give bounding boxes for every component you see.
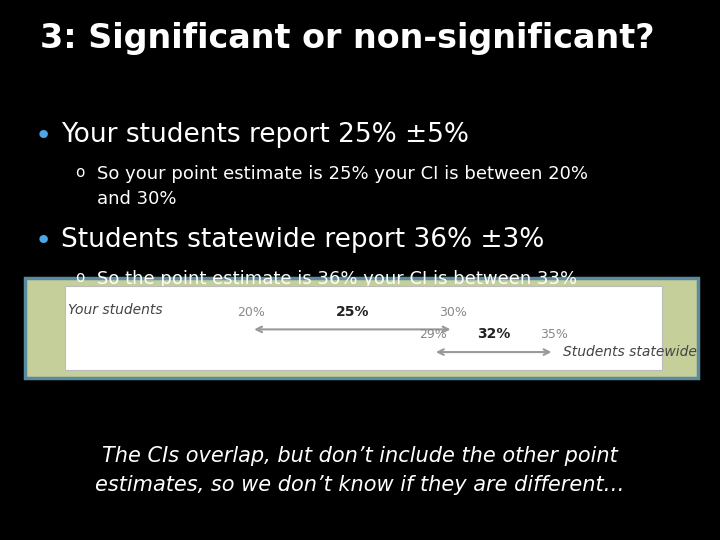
Text: 30%: 30%: [439, 306, 467, 319]
Text: o: o: [76, 165, 85, 180]
Text: •: •: [35, 122, 52, 150]
Text: 25%: 25%: [336, 305, 369, 319]
Text: Your students: Your students: [68, 303, 163, 318]
Text: Students statewide: Students statewide: [563, 345, 697, 359]
Text: o: o: [76, 270, 85, 285]
Text: 29%: 29%: [419, 328, 447, 341]
Text: 3: Significant or non-significant?: 3: Significant or non-significant?: [40, 22, 654, 55]
Text: 20%: 20%: [238, 306, 265, 319]
Text: 32%: 32%: [477, 327, 510, 341]
FancyBboxPatch shape: [65, 286, 662, 370]
Text: Your students report 25% ±5%: Your students report 25% ±5%: [61, 122, 469, 147]
FancyBboxPatch shape: [25, 278, 698, 378]
Text: So your point estimate is 25% your CI is between 20%
and 30%: So your point estimate is 25% your CI is…: [97, 165, 588, 208]
Text: •: •: [35, 227, 52, 255]
Text: The CIs overlap, but don’t include the other point
estimates, so we don’t know i: The CIs overlap, but don’t include the o…: [95, 446, 625, 495]
Text: 35%: 35%: [540, 328, 568, 341]
Text: So the point estimate is 36% your CI is between 33%
and 39%: So the point estimate is 36% your CI is …: [97, 270, 577, 313]
Text: Students statewide report 36% ±3%: Students statewide report 36% ±3%: [61, 227, 544, 253]
